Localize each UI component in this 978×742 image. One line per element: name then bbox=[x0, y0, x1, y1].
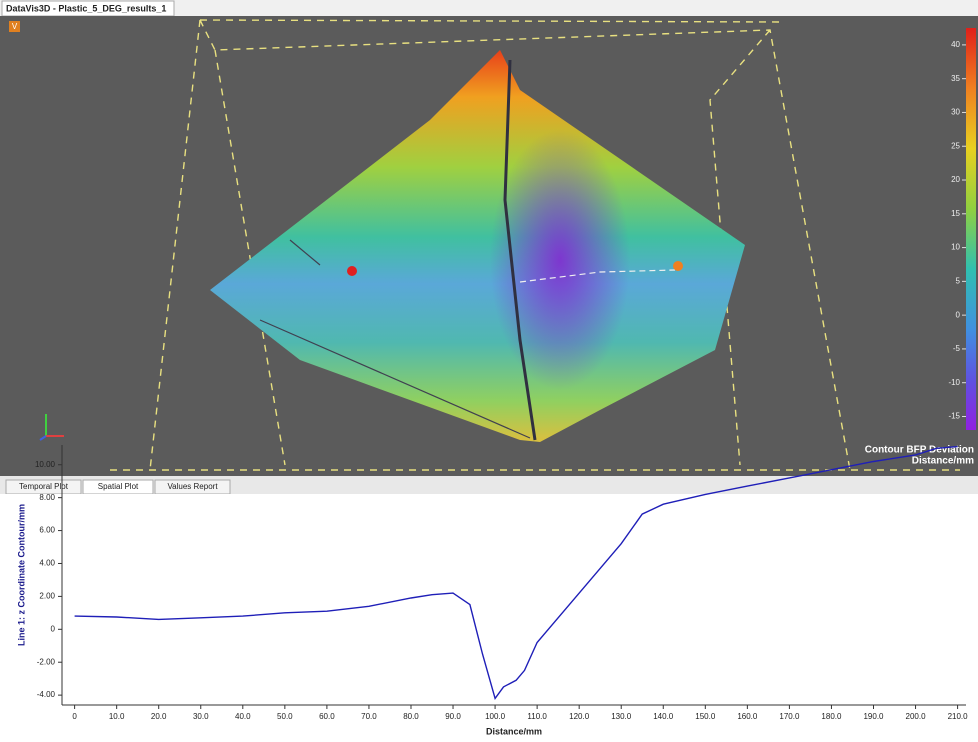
colorbar-tick-label: 20 bbox=[951, 175, 960, 184]
colorbar-tick-label: 5 bbox=[956, 276, 961, 285]
colorbar-title: Distance/mm bbox=[912, 456, 974, 467]
y-tick-label: -2.00 bbox=[37, 657, 56, 666]
x-tick-label: 10.0 bbox=[109, 712, 125, 721]
x-tick-label: 50.0 bbox=[277, 712, 293, 721]
x-tick-label: 180.0 bbox=[821, 712, 842, 721]
colorbar-tick-label: 40 bbox=[951, 40, 960, 49]
y-tick-label: 0 bbox=[51, 624, 56, 633]
colorbar-tick-label: 25 bbox=[951, 141, 960, 150]
x-tick-label: 170.0 bbox=[779, 712, 800, 721]
x-tick-label: 200.0 bbox=[906, 712, 927, 721]
colorbar-tick-label: -5 bbox=[953, 344, 961, 353]
x-tick-label: 40.0 bbox=[235, 712, 251, 721]
y-tick-label: 10.00 bbox=[35, 460, 56, 469]
y-tick-label: 2.00 bbox=[39, 592, 55, 601]
colorbar-tick-label: 15 bbox=[951, 209, 960, 218]
tab-label: Temporal Plot bbox=[19, 482, 69, 491]
x-tick-label: 60.0 bbox=[319, 712, 335, 721]
x-tick-label: 0 bbox=[72, 712, 77, 721]
x-tick-label: 90.0 bbox=[445, 712, 461, 721]
page: DataVis3D - Plastic_5_DEG_results_1 V 40… bbox=[0, 0, 978, 742]
x-tick-label: 100.0 bbox=[485, 712, 506, 721]
x-tick-label: 150.0 bbox=[695, 712, 716, 721]
y-tick-label: 4.00 bbox=[39, 559, 55, 568]
tab-label: Spatial Plot bbox=[98, 482, 139, 491]
colorbar-tick-label: 0 bbox=[956, 310, 961, 319]
x-tick-label: 80.0 bbox=[403, 712, 419, 721]
x-tick-label: 110.0 bbox=[527, 712, 547, 721]
colorbar-tick-label: -15 bbox=[948, 412, 960, 421]
x-tick-label: 210.0 bbox=[948, 712, 969, 721]
tab-label: Values Report bbox=[167, 482, 218, 491]
probe-point[interactable] bbox=[347, 266, 357, 276]
x-axis-label: Distance/mm bbox=[486, 726, 542, 736]
window-title: DataVis3D - Plastic_5_DEG_results_1 bbox=[6, 3, 166, 13]
probe-point[interactable] bbox=[673, 261, 683, 271]
y-tick-label: -4.00 bbox=[37, 690, 56, 699]
x-tick-label: 190.0 bbox=[863, 712, 884, 721]
x-tick-label: 30.0 bbox=[193, 712, 209, 721]
view-badge-label: V bbox=[12, 22, 18, 31]
colorbar-tick-label: -10 bbox=[948, 378, 960, 387]
x-tick-label: 140.0 bbox=[653, 712, 674, 721]
colorbar-tick-label: 30 bbox=[951, 108, 960, 117]
x-tick-label: 70.0 bbox=[361, 712, 377, 721]
app-window: DataVis3D - Plastic_5_DEG_results_1 V 40… bbox=[0, 0, 978, 742]
colorbar-tick-label: 35 bbox=[951, 74, 960, 83]
x-tick-label: 120.0 bbox=[569, 712, 590, 721]
y-axis-label: Line 1: z Coordinate Contour/mm bbox=[16, 504, 26, 646]
colorbar bbox=[966, 28, 976, 430]
x-tick-label: 20.0 bbox=[151, 712, 167, 721]
y-tick-label: 6.00 bbox=[39, 526, 55, 535]
x-tick-label: 130.0 bbox=[611, 712, 632, 721]
x-tick-label: 160.0 bbox=[737, 712, 758, 721]
colorbar-tick-label: 10 bbox=[951, 243, 960, 252]
y-tick-label: 8.00 bbox=[39, 493, 55, 502]
